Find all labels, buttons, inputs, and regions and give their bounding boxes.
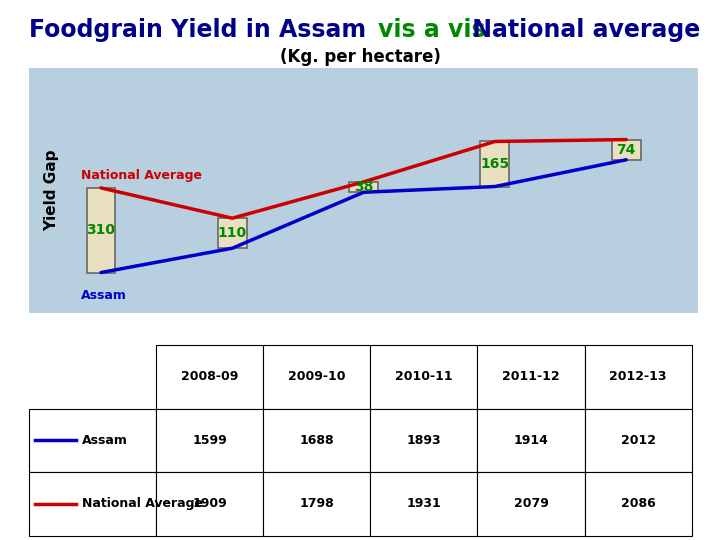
Text: 310: 310	[86, 223, 115, 237]
Text: 2079: 2079	[513, 497, 549, 510]
Text: 2011-12: 2011-12	[502, 370, 560, 383]
Text: Foodgrain Yield in Assam: Foodgrain Yield in Assam	[29, 18, 374, 42]
Text: 2009-10: 2009-10	[288, 370, 346, 383]
Text: 2010-11: 2010-11	[395, 370, 453, 383]
Bar	[612, 139, 641, 160]
Bar	[264, 472, 370, 536]
Text: National average: National average	[464, 18, 701, 42]
Text: 2012-13: 2012-13	[609, 370, 667, 383]
Text: Assam: Assam	[81, 289, 127, 302]
Bar	[370, 409, 477, 472]
Bar	[218, 218, 247, 248]
Bar	[477, 345, 585, 409]
Bar	[264, 409, 370, 472]
Text: 110: 110	[217, 226, 247, 240]
Text: 1893: 1893	[407, 434, 441, 447]
Bar	[585, 472, 692, 536]
Text: 2086: 2086	[621, 497, 655, 510]
Text: 1798: 1798	[300, 497, 334, 510]
Text: 1909: 1909	[192, 497, 227, 510]
Bar	[156, 472, 264, 536]
Text: National Average: National Average	[82, 497, 203, 510]
Bar	[370, 472, 477, 536]
Bar	[86, 188, 115, 273]
Text: 1688: 1688	[300, 434, 334, 447]
Text: 38: 38	[354, 180, 373, 194]
Text: vis a vis: vis a vis	[378, 18, 485, 42]
Bar	[156, 409, 264, 472]
Text: 2008-09: 2008-09	[181, 370, 238, 383]
Text: (Kg. per hectare): (Kg. per hectare)	[279, 48, 441, 66]
Bar	[585, 409, 692, 472]
Text: 2012: 2012	[621, 434, 656, 447]
Bar	[29, 472, 156, 536]
Text: 1931: 1931	[407, 497, 441, 510]
Bar	[29, 409, 156, 472]
Text: 165: 165	[480, 157, 510, 171]
Bar	[477, 409, 585, 472]
Text: 1599: 1599	[192, 434, 227, 447]
Text: National Average: National Average	[81, 170, 202, 183]
Text: 1914: 1914	[513, 434, 549, 447]
Text: 74: 74	[616, 143, 636, 157]
Bar	[477, 472, 585, 536]
Bar	[370, 345, 477, 409]
Bar	[349, 182, 378, 192]
Text: Yield Gap: Yield Gap	[44, 150, 58, 231]
Bar	[156, 345, 264, 409]
Text: Assam: Assam	[82, 434, 128, 447]
Bar	[585, 345, 692, 409]
Bar	[480, 141, 509, 186]
Bar	[264, 345, 370, 409]
